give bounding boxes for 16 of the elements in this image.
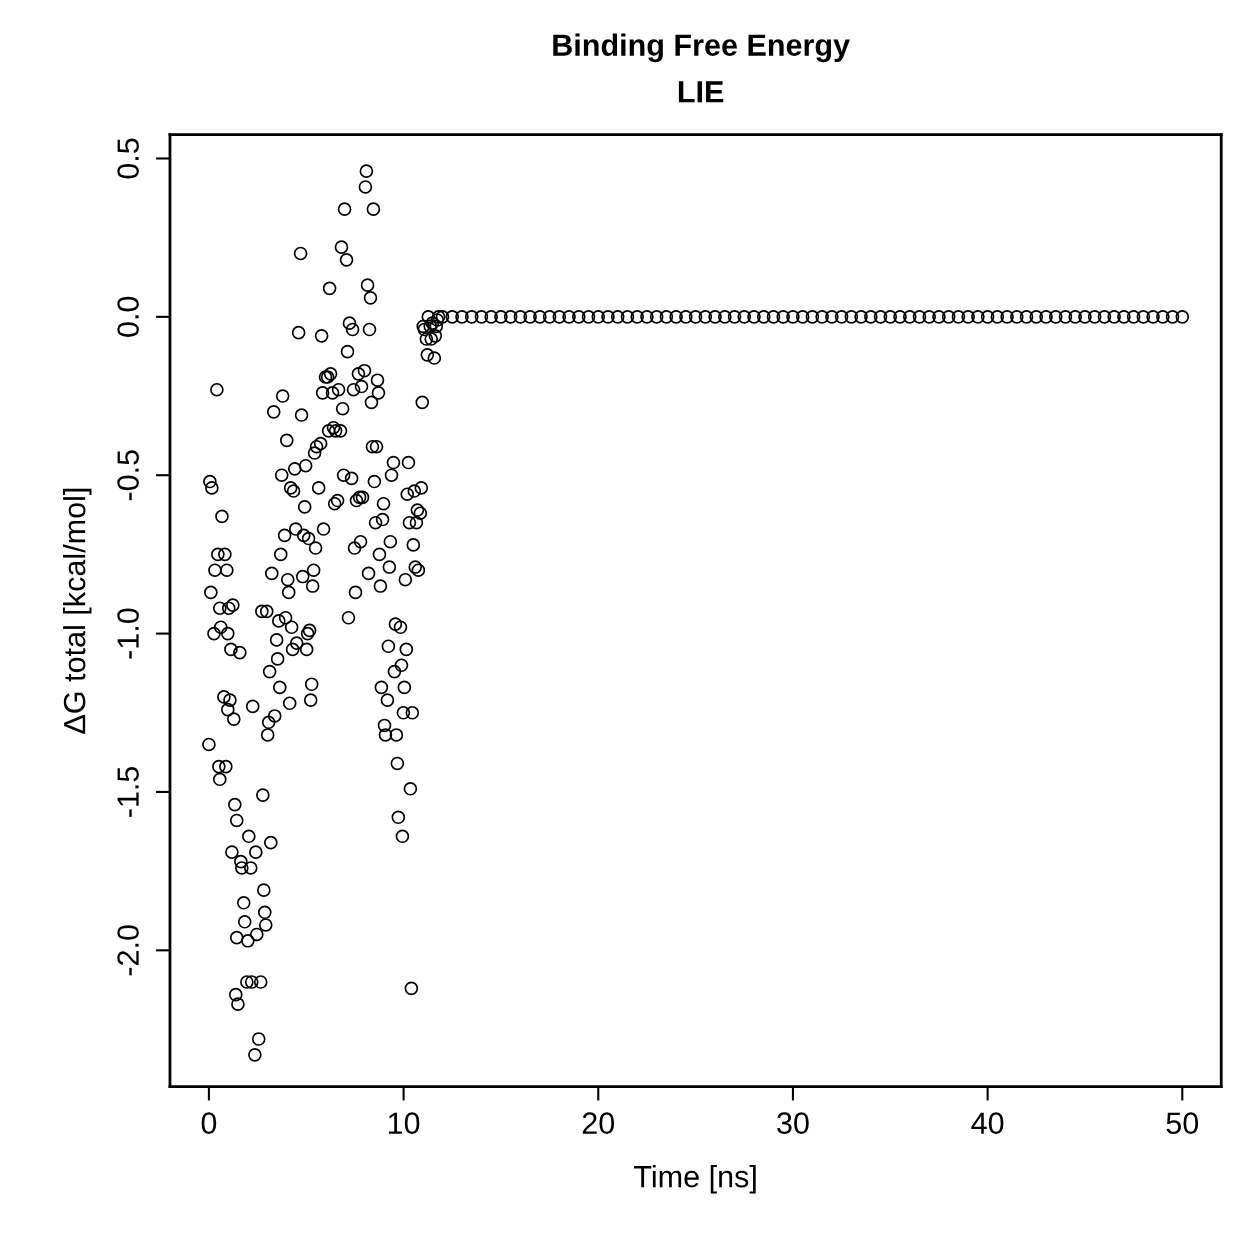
x-tick-label: 40 [971, 1112, 1004, 1134]
x-tick-label: 20 [582, 1112, 615, 1134]
y-tick-label: -1.0 [117, 608, 139, 659]
x-tick-label: 50 [1166, 1112, 1199, 1134]
x-tick-label: 0 [201, 1112, 217, 1134]
y-tick-label: -0.5 [117, 450, 139, 501]
x-tick-label: 10 [388, 1112, 420, 1134]
chart-subtitle: LIE [678, 81, 724, 103]
x-axis-title: Time [ns] [634, 1165, 756, 1194]
y-axis-title: ΔG total [kcal/mol] [63, 488, 92, 734]
chart-title: Binding Free Energy [553, 33, 850, 63]
y-tick-label: -1.5 [117, 766, 139, 817]
y-tick-label: 0.5 [117, 138, 139, 179]
y-tick-label: -2.0 [117, 925, 139, 976]
x-tick-label: 30 [777, 1112, 809, 1134]
y-tick-label: 0.0 [117, 296, 139, 337]
